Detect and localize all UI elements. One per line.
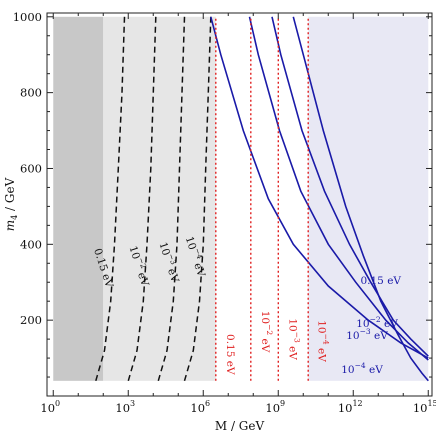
shaded-regions — [53, 16, 429, 381]
curves — [95, 16, 429, 382]
plot-frame — [46, 12, 433, 397]
dashed-curve-0 — [95, 16, 126, 382]
y-tick-label: 600 — [20, 161, 42, 175]
curve-label-6: 10−3 eV — [287, 318, 302, 360]
y-tick-label: 400 — [20, 237, 42, 251]
solid-curve-4 — [210, 16, 429, 359]
x-axis-title: M / GeV — [215, 419, 265, 433]
y-tick-label: 200 — [20, 313, 42, 327]
dark-gray-region — [53, 16, 104, 381]
curve-label-4: 0.15 eV — [224, 334, 236, 375]
dashed-curve-3 — [183, 16, 212, 382]
x-tick-label: 1015 — [413, 399, 436, 415]
dashed-curve-2 — [157, 16, 186, 382]
x-tick-label: 103 — [115, 399, 135, 415]
y-axis-title: m4 / GeV — [3, 177, 19, 231]
solid-curve-7 — [292, 16, 429, 382]
solid-curve-6 — [271, 16, 429, 357]
svg-text:m4 / GeV: m4 / GeV — [3, 177, 19, 231]
curve-label-11: 10−4 eV — [341, 361, 383, 376]
solid-curve-5 — [248, 16, 429, 361]
curve-label-9: 10−2 eV — [356, 315, 398, 330]
curve-label-8: 0.15 eV — [360, 275, 401, 287]
ticks: 100 103 106 109 1012 1015 200 400 600 800 1000 — [13, 10, 436, 415]
x-tick-label: 106 — [190, 399, 210, 415]
x-tick-label: 100 — [40, 399, 60, 415]
dashed-curve-1 — [127, 16, 157, 382]
x-tick-label: 1012 — [338, 399, 363, 415]
y-tick-label: 1000 — [13, 10, 42, 24]
curve-label-7: 10−4 eV — [315, 320, 330, 362]
light-gray-region — [103, 16, 216, 381]
curve-label-10: 10−3 eV — [346, 327, 388, 342]
curve-label-5: 10−2 eV — [259, 311, 274, 353]
x-tick-label: 109 — [265, 399, 285, 415]
y-tick-label: 800 — [20, 86, 42, 100]
